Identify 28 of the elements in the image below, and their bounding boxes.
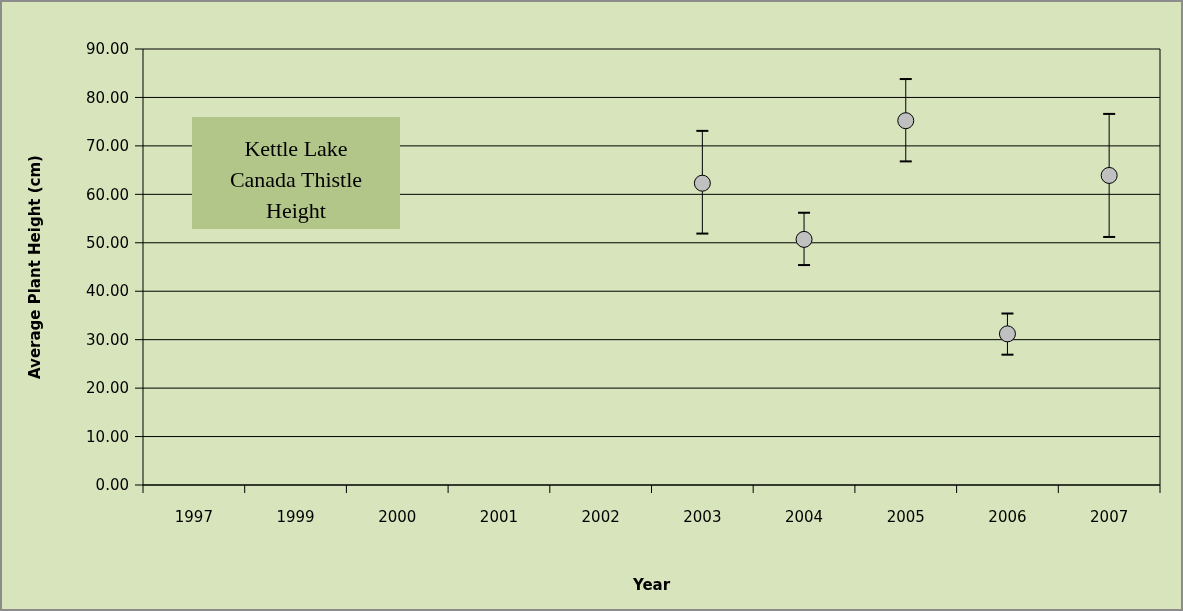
- y-tick-label: 20.00: [86, 379, 129, 398]
- x-axis-title: Year: [631, 576, 671, 594]
- y-axis-title: Average Plant Height (cm): [26, 155, 44, 379]
- point: [1100, 166, 1118, 184]
- x-tick-label: 1999: [276, 508, 315, 526]
- y-tick-label: 40.00: [86, 282, 129, 301]
- x-tick-label: 2002: [581, 508, 620, 526]
- x-tick-label: 1997: [174, 508, 213, 526]
- point: [693, 174, 711, 192]
- x-tick-label: 2005: [886, 508, 925, 526]
- point: [795, 230, 813, 248]
- y-tick-label: 90.00: [86, 40, 129, 59]
- y-tick-label: 10.00: [86, 427, 129, 446]
- x-tick-label: 2001: [479, 508, 519, 526]
- y-tick-label: 70.00: [86, 137, 129, 156]
- y-tick-label: 80.00: [86, 88, 129, 107]
- text: Kettle Lake Canada Thistle Height: [229, 136, 363, 223]
- x-tick-label: 2007: [1090, 508, 1129, 526]
- x-tick-label: 2006: [988, 508, 1027, 526]
- point: [897, 112, 915, 130]
- x-tick-label: 2003: [683, 508, 722, 526]
- y-tick-label: 50.00: [86, 234, 129, 253]
- y-tick-label: 0.00: [95, 476, 129, 495]
- y-tick-label: 60.00: [86, 185, 129, 204]
- point: [998, 325, 1016, 343]
- x-tick-label: 2000: [378, 508, 417, 526]
- x-tick-label: 2004: [784, 508, 824, 526]
- y-tick-label: 30.00: [86, 330, 129, 349]
